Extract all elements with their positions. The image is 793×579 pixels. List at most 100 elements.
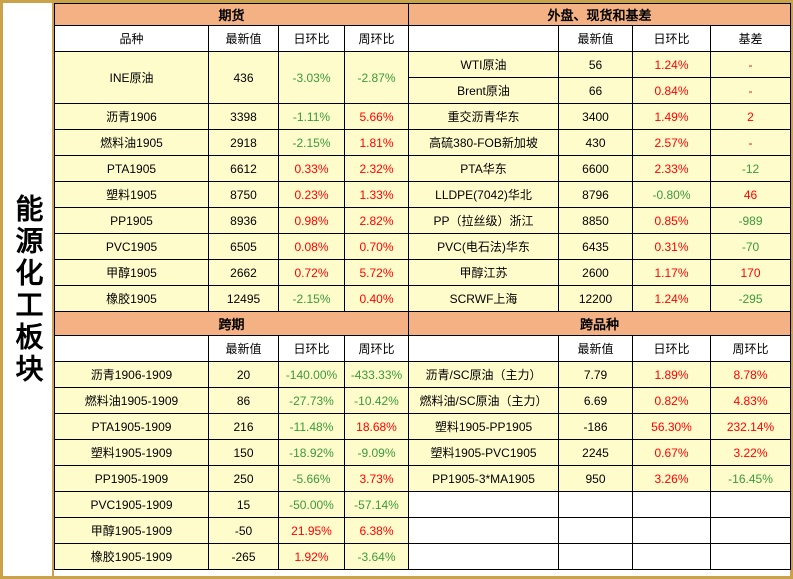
futures-value: -1.11% xyxy=(278,103,345,130)
futures-value: 1.81% xyxy=(343,129,410,156)
table-row: Brent原油 66 0.84% - xyxy=(55,77,792,104)
cross-value: 950 xyxy=(558,465,634,492)
futures-value: 5.72% xyxy=(343,259,410,286)
futures-value: 436 xyxy=(208,51,279,104)
spot-value: -295 xyxy=(710,285,792,312)
spread-value: -27.73% xyxy=(278,387,345,414)
side-title: 能源化工板块 xyxy=(11,193,45,386)
table-row: 燃料油1905 2918 -2.15% 1.81% 高硫380-FOB新加坡 430 2.5… xyxy=(54,129,792,156)
spread-value: 15 xyxy=(208,491,279,518)
spot-name: 重交沥青华东 xyxy=(408,103,560,130)
spot-value: 2 xyxy=(710,103,792,130)
table-row: 甲醇1905-1909 -50 21.95% 6.38% xyxy=(54,517,792,544)
futures-value: 2.32% xyxy=(343,155,410,182)
spot-value: 2600 xyxy=(558,259,634,286)
futures-value: 0.08% xyxy=(278,233,345,260)
spread-value: -10.42% xyxy=(343,387,410,414)
spread-value: -3.64% xyxy=(343,543,410,570)
spread-value: 250 xyxy=(208,465,279,492)
spread-value: -50 xyxy=(208,517,279,544)
spread-value: -57.14% xyxy=(343,491,410,518)
spread-name: 沥青1906-1909 xyxy=(54,361,209,388)
column-header: 日环比 xyxy=(278,335,345,362)
column-header: 周环比 xyxy=(343,335,410,362)
futures-value: 2662 xyxy=(208,259,279,286)
empty-cell xyxy=(408,543,560,570)
futures-value: 0.33% xyxy=(278,155,345,182)
spread-value: -433.33% xyxy=(343,361,410,388)
spread-value: 6.38% xyxy=(343,517,410,544)
spot-value: 0.31% xyxy=(632,233,712,260)
spread-value: -265 xyxy=(208,543,279,570)
column-header xyxy=(408,335,560,362)
spread-value: -140.00% xyxy=(278,361,345,388)
column-header: 最新值 xyxy=(208,335,279,362)
spot-name: PVC(电石法)华东 xyxy=(408,233,560,260)
column-header: 品种 xyxy=(54,25,209,52)
cross-value: 7.79 xyxy=(558,361,634,388)
spot-name: 高硫380-FOB新加坡 xyxy=(408,129,560,156)
table-row: 塑料1905-1909 150 -18.92% -9.09% 塑料1905-PVC190… xyxy=(54,439,792,466)
column-header: 最新值 xyxy=(558,335,634,362)
header-row: 最新值 日环比 周环比 最新值 日环比 周环比 xyxy=(54,335,792,362)
spot-value: 66 xyxy=(558,77,634,104)
spot-value: 1.49% xyxy=(632,103,712,130)
futures-value: 0.23% xyxy=(278,181,345,208)
content-area: 能源化工板块 期货 外盘、现货和基差 品种 最新值 日环比 周环比 最新值 日环比 基差 INE原… xyxy=(3,3,792,576)
spread-value: 150 xyxy=(208,439,279,466)
spot-value: 1.24% xyxy=(632,51,712,78)
cross-value: 56.30% xyxy=(632,413,712,440)
futures-name: PVC1905 xyxy=(54,233,209,260)
spot-value: 2.57% xyxy=(632,129,712,156)
spot-value: - xyxy=(710,77,792,104)
futures-name: INE原油 xyxy=(54,51,209,104)
spot-value: 8796 xyxy=(558,181,634,208)
cross-value: 0.67% xyxy=(632,439,712,466)
spot-value: -989 xyxy=(710,207,792,234)
column-header: 基差 xyxy=(710,25,792,52)
futures-value: 6505 xyxy=(208,233,279,260)
table-row: PTA1905 6612 0.33% 2.32% PTA华东 6600 2.33% -12 xyxy=(54,155,792,182)
cross-value: 1.89% xyxy=(632,361,712,388)
spread-value: -9.09% xyxy=(343,439,410,466)
empty-cell xyxy=(408,517,560,544)
empty-cell xyxy=(558,543,634,570)
cross-value: 8.78% xyxy=(710,361,792,388)
table-row: 塑料1905 8750 0.23% 1.33% LLDPE(7042)华北 8796 -0.… xyxy=(54,181,792,208)
side-panel: 能源化工板块 xyxy=(3,3,52,576)
column-header: 日环比 xyxy=(278,25,345,52)
spot-value: 0.84% xyxy=(632,77,712,104)
cross-value: -186 xyxy=(558,413,634,440)
futures-value: 3398 xyxy=(208,103,279,130)
spot-value: 170 xyxy=(710,259,792,286)
spot-value: -0.80% xyxy=(632,181,712,208)
spread-value: 216 xyxy=(208,413,279,440)
spot-name: PP（拉丝级）浙江 xyxy=(408,207,560,234)
futures-value: 5.66% xyxy=(343,103,410,130)
futures-name: 甲醇1905 xyxy=(54,259,209,286)
spot-value: 0.85% xyxy=(632,207,712,234)
column-header: 周环比 xyxy=(710,335,792,362)
spot-value: -12 xyxy=(710,155,792,182)
futures-name: 燃料油1905 xyxy=(54,129,209,156)
spot-name: SCRWF上海 xyxy=(408,285,560,312)
cross-value: -16.45% xyxy=(710,465,792,492)
cross-name: 塑料1905-PP1905 xyxy=(408,413,560,440)
spot-value: 3400 xyxy=(558,103,634,130)
section-title-cross: 跨品种 xyxy=(408,311,792,336)
futures-value: 8750 xyxy=(208,181,279,208)
spread-cross-table: 跨期 跨品种 最新值 日环比 周环比 最新值 日环比 周环比 沥青1906-1909 20 -140… xyxy=(53,311,792,570)
table-row: PP1905-1909 250 -5.66% 3.73% PP1905-3*MA1905… xyxy=(54,465,792,492)
section-title-spread: 跨期 xyxy=(53,311,410,336)
spread-value: 18.68% xyxy=(343,413,410,440)
futures-value: 2.82% xyxy=(343,207,410,234)
spread-value: 3.73% xyxy=(343,465,410,492)
futures-value: -2.15% xyxy=(278,129,345,156)
spread-name: PTA1905-1909 xyxy=(54,413,209,440)
section-title-row: 期货 外盘、现货和基差 xyxy=(53,3,792,26)
table-row: INE原油 436 -3.03% -2.87% WTI原油 56 1.24% - xyxy=(54,51,792,104)
futures-value: 0.40% xyxy=(343,285,410,312)
column-header: 周环比 xyxy=(343,25,410,52)
spot-value: 6600 xyxy=(558,155,634,182)
table-row: PVC1905 6505 0.08% 0.70% PVC(电石法)华东 6435 0.31%… xyxy=(54,233,792,260)
